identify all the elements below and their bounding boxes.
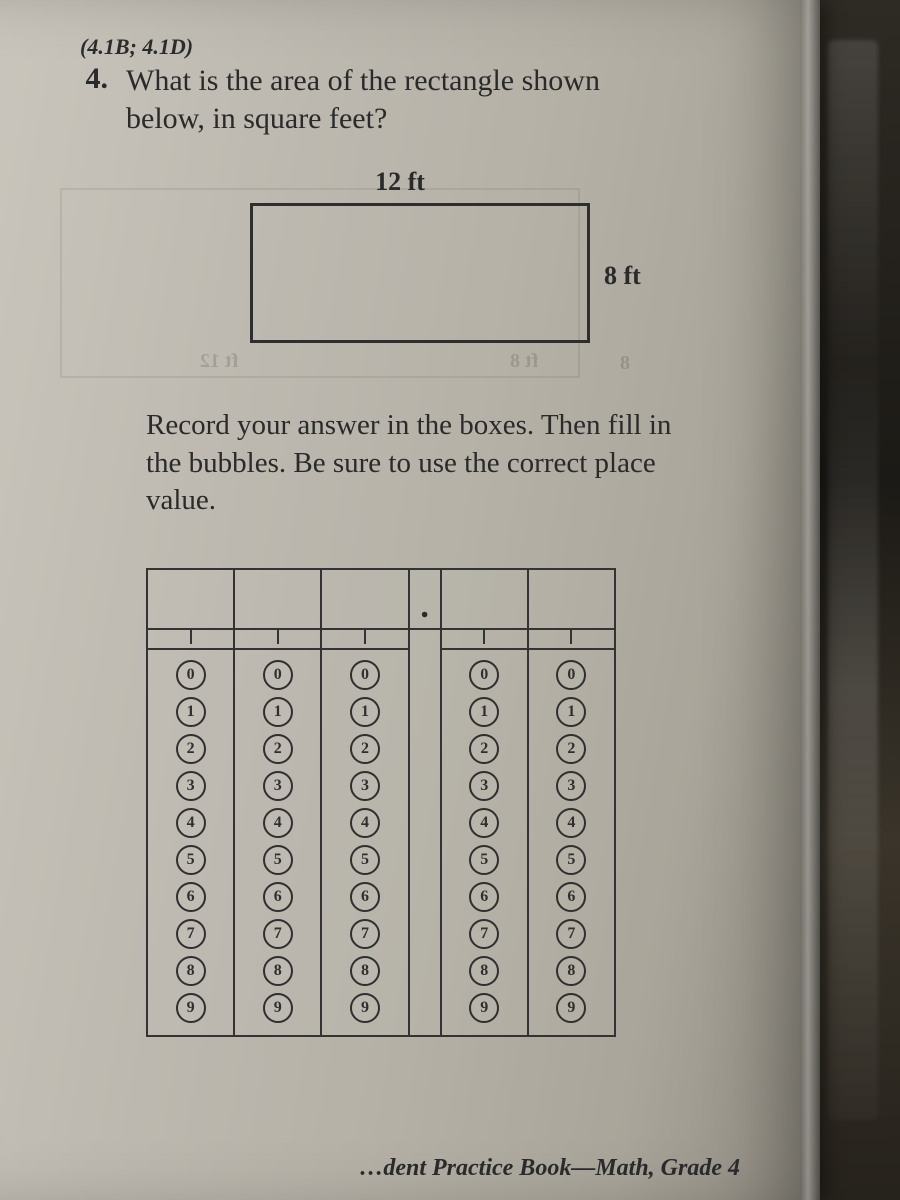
bubble-6[interactable]: 6	[263, 882, 293, 912]
question-row: 4. What is the area of the rectangle sho…	[80, 62, 760, 137]
bubble-7[interactable]: 7	[469, 919, 499, 949]
bubble-5[interactable]: 5	[176, 845, 206, 875]
bubble-1[interactable]: 1	[469, 697, 499, 727]
bubble-6[interactable]: 6	[176, 882, 206, 912]
answer-box[interactable]	[529, 570, 614, 630]
bubble-6[interactable]: 6	[469, 882, 499, 912]
bubble-stack: 0 1 2 3 4 5 6 7 8 9	[148, 650, 233, 1035]
grid-column: 0 1 2 3 4 5 6 7 8 9	[529, 570, 614, 1035]
grid-column: 0 1 2 3 4 5 6 7 8 9	[322, 570, 409, 1035]
answer-grid-wrap: 0 1 2 3 4 5 6 7 8 9 0 1 2 3 4 5 6 7 8 9 0 1 2 3 4 5 6 7 8 9. 0 1 2 3 4 5 6 7 8…	[146, 568, 616, 1037]
answer-box[interactable]	[235, 570, 320, 630]
bubble-8[interactable]: 8	[556, 956, 586, 986]
bubble-9[interactable]: 9	[469, 993, 499, 1023]
bubble-stack: 0 1 2 3 4 5 6 7 8 9	[442, 650, 527, 1035]
bubble-4[interactable]: 4	[556, 808, 586, 838]
dimension-height-label: 8 ft	[604, 261, 641, 291]
book-pages-edge	[820, 0, 900, 1200]
bubble-1[interactable]: 1	[263, 697, 293, 727]
answer-box[interactable]	[322, 570, 407, 630]
bubble-8[interactable]: 8	[263, 956, 293, 986]
bubble-7[interactable]: 7	[556, 919, 586, 949]
answer-box[interactable]	[148, 570, 233, 630]
standards-reference: (4.1B; 4.1D)	[80, 34, 760, 60]
bubble-2[interactable]: 2	[469, 734, 499, 764]
bubble-2[interactable]: 2	[350, 734, 380, 764]
question-number: 4.	[80, 62, 108, 96]
bubble-4[interactable]: 4	[263, 808, 293, 838]
answer-grid: 0 1 2 3 4 5 6 7 8 9 0 1 2 3 4 5 6 7 8 9 0 1 2 3 4 5 6 7 8 9. 0 1 2 3 4 5 6 7 8…	[146, 568, 616, 1037]
bubble-0[interactable]: 0	[556, 660, 586, 690]
bubble-0[interactable]: 0	[263, 660, 293, 690]
rectangle-figure: 12 ft 8 ft	[140, 167, 660, 367]
bubble-3[interactable]: 3	[176, 771, 206, 801]
tick-row	[442, 630, 527, 650]
bubble-5[interactable]: 5	[263, 845, 293, 875]
bubble-7[interactable]: 7	[263, 919, 293, 949]
tick-row	[529, 630, 614, 650]
dimension-width-label: 12 ft	[140, 167, 660, 197]
tick-row	[235, 630, 320, 650]
bubble-4[interactable]: 4	[469, 808, 499, 838]
bubble-8[interactable]: 8	[350, 956, 380, 986]
bubble-6[interactable]: 6	[556, 882, 586, 912]
bubble-8[interactable]: 8	[469, 956, 499, 986]
bubble-3[interactable]: 3	[263, 771, 293, 801]
bubble-7[interactable]: 7	[176, 919, 206, 949]
bubble-2[interactable]: 2	[263, 734, 293, 764]
grid-column: 0 1 2 3 4 5 6 7 8 9	[148, 570, 235, 1035]
bubble-3[interactable]: 3	[350, 771, 380, 801]
bubble-7[interactable]: 7	[350, 919, 380, 949]
bubble-stack: 0 1 2 3 4 5 6 7 8 9	[235, 650, 320, 1035]
decimal-column: .	[410, 570, 442, 1035]
bubble-9[interactable]: 9	[176, 993, 206, 1023]
bubble-1[interactable]: 1	[350, 697, 380, 727]
bubble-5[interactable]: 5	[469, 845, 499, 875]
bubble-4[interactable]: 4	[350, 808, 380, 838]
bubble-0[interactable]: 0	[176, 660, 206, 690]
grid-column: 0 1 2 3 4 5 6 7 8 9	[235, 570, 322, 1035]
tick-row	[148, 630, 233, 650]
workbook-page: (4.1B; 4.1D) 4. What is the area of the …	[0, 0, 820, 1200]
bubble-1[interactable]: 1	[556, 697, 586, 727]
bubble-stack: 0 1 2 3 4 5 6 7 8 9	[322, 650, 407, 1035]
bubble-9[interactable]: 9	[350, 993, 380, 1023]
bubble-3[interactable]: 3	[469, 771, 499, 801]
rectangle-shape	[250, 203, 590, 343]
grid-instructions: Record your answer in the boxes. Then fi…	[146, 407, 706, 520]
question-text: What is the area of the rectangle shown …	[126, 62, 686, 137]
bubble-5[interactable]: 5	[350, 845, 380, 875]
grid-column: 0 1 2 3 4 5 6 7 8 9	[442, 570, 529, 1035]
bubble-8[interactable]: 8	[176, 956, 206, 986]
bubble-5[interactable]: 5	[556, 845, 586, 875]
decimal-point: .	[410, 570, 440, 630]
answer-box[interactable]	[442, 570, 527, 630]
bubble-1[interactable]: 1	[176, 697, 206, 727]
bubble-6[interactable]: 6	[350, 882, 380, 912]
bubble-3[interactable]: 3	[556, 771, 586, 801]
bubble-0[interactable]: 0	[469, 660, 499, 690]
bubble-9[interactable]: 9	[556, 993, 586, 1023]
bubble-stack: 0 1 2 3 4 5 6 7 8 9	[529, 650, 614, 1035]
bubble-2[interactable]: 2	[556, 734, 586, 764]
tick-row	[322, 630, 407, 650]
bubble-4[interactable]: 4	[176, 808, 206, 838]
footer-practice-book: …dent Practice Book—Math, Grade 4	[359, 1155, 740, 1182]
bubble-9[interactable]: 9	[263, 993, 293, 1023]
bubble-0[interactable]: 0	[350, 660, 380, 690]
bubble-2[interactable]: 2	[176, 734, 206, 764]
